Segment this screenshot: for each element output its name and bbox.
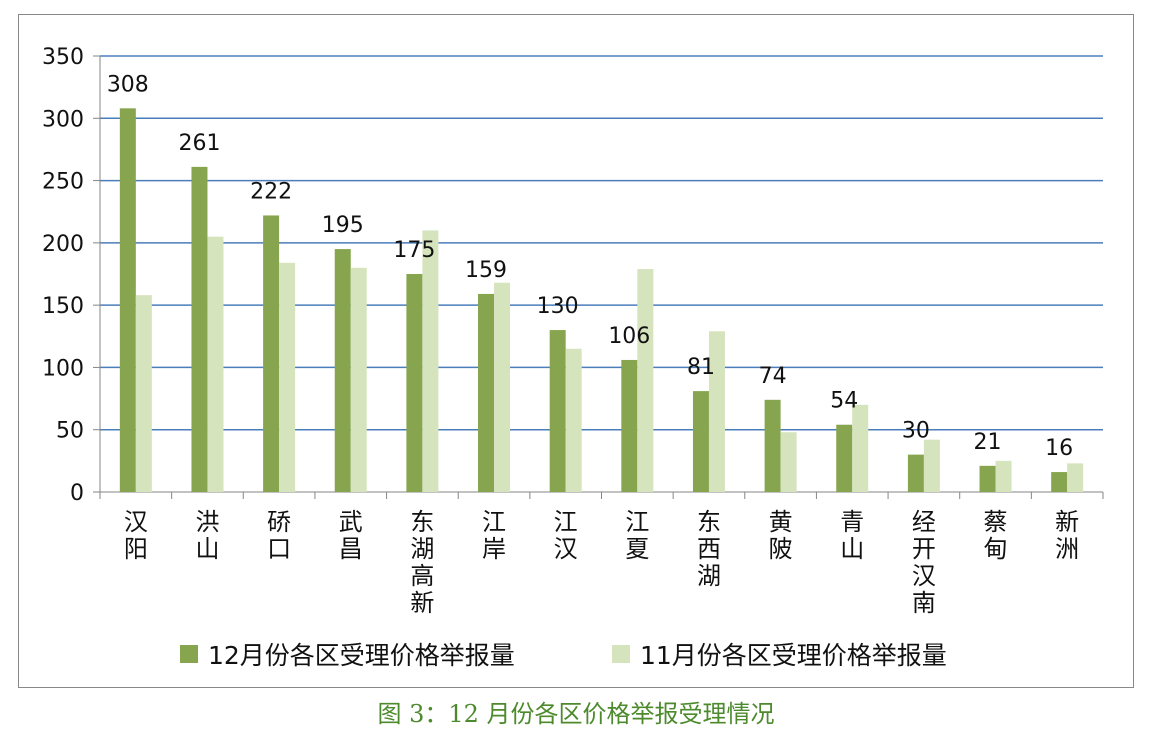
data-label: 106	[608, 324, 650, 349]
x-tick-label: 汉	[124, 508, 148, 536]
y-tick-label: 200	[42, 232, 84, 257]
bar-nov	[279, 262, 296, 492]
data-label: 130	[537, 294, 579, 319]
data-label: 81	[687, 355, 715, 380]
legend-item-nov: 11月份各区受理价格举报量	[612, 636, 947, 672]
legend-label-nov: 11月份各区受理价格举报量	[640, 641, 947, 670]
x-tick-label: 江	[625, 508, 649, 536]
x-tick-label: 汉	[912, 562, 936, 590]
x-tick-label: 硚	[267, 508, 291, 536]
bar-nov	[207, 236, 224, 492]
x-tick-label: 湖	[697, 562, 721, 590]
x-tick-label: 蔡	[984, 508, 1008, 536]
bar-nov	[422, 230, 439, 492]
legend-swatch-nov	[612, 645, 630, 663]
x-tick-label: 湖	[410, 535, 434, 563]
bar-nov	[637, 269, 654, 492]
x-tick-label: 南	[912, 589, 936, 617]
data-label: 159	[465, 258, 507, 283]
y-tick-label: 50	[56, 419, 84, 444]
y-tick-label: 0	[70, 481, 84, 506]
y-tick-label: 100	[42, 356, 84, 381]
bar-dec	[263, 215, 280, 493]
x-tick-label: 洪	[195, 508, 219, 536]
x-tick-label: 汉	[554, 535, 578, 563]
bar-dec	[621, 359, 638, 492]
bar-dec	[1051, 472, 1068, 492]
x-tick-label: 江	[554, 508, 578, 536]
data-label: 16	[1045, 436, 1073, 461]
data-label: 195	[322, 213, 364, 238]
x-tick-label: 西	[697, 535, 721, 563]
x-tick-label: 夏	[625, 535, 649, 563]
x-tick-label: 新	[1055, 508, 1079, 536]
bar-dec	[406, 274, 423, 492]
x-tick-label: 阳	[124, 535, 148, 563]
x-tick-label: 青	[840, 508, 864, 536]
bar-dec	[191, 166, 208, 492]
bar-dec	[478, 293, 495, 492]
bar-nov	[708, 331, 725, 492]
x-tick-label: 武	[339, 508, 363, 536]
bar-dec	[764, 399, 781, 492]
x-tick-label: 高	[410, 562, 434, 590]
bar-dec	[979, 465, 996, 492]
x-tick-label: 东	[697, 508, 721, 536]
data-label: 261	[178, 131, 220, 156]
bar-nov	[995, 460, 1012, 492]
data-label: 308	[107, 72, 149, 97]
bar-nov	[494, 282, 511, 492]
legend-swatch-dec	[180, 645, 198, 663]
data-label: 74	[759, 364, 787, 389]
y-tick-label: 300	[42, 107, 84, 132]
x-tick-label: 岸	[482, 535, 506, 563]
bar-nov	[923, 439, 940, 492]
x-tick-label: 经	[912, 508, 936, 536]
bar-dec	[549, 330, 566, 492]
x-tick-label: 口	[267, 535, 291, 563]
data-label: 21	[974, 430, 1002, 455]
bar-nov	[565, 348, 582, 492]
x-tick-label: 开	[912, 535, 936, 563]
x-tick-label: 山	[195, 535, 219, 563]
x-tick-label: 东	[410, 508, 434, 536]
data-label: 30	[902, 419, 930, 444]
x-tick-label: 黄	[769, 508, 793, 536]
y-tick-label: 150	[42, 294, 84, 319]
data-label: 54	[830, 389, 858, 414]
bar-dec	[692, 391, 709, 492]
figure-caption: 图 3：12 月份各区价格举报受理情况	[377, 700, 775, 728]
bar-dec	[119, 108, 136, 492]
x-tick-label: 洲	[1055, 535, 1079, 563]
data-label: 222	[250, 179, 292, 204]
x-tick-label: 昌	[339, 535, 363, 563]
data-label: 175	[393, 238, 435, 263]
y-tick-label: 350	[42, 45, 84, 70]
bar-nov	[350, 267, 367, 492]
bar-nov	[1067, 463, 1084, 492]
bar-dec	[907, 454, 924, 492]
x-tick-label: 甸	[984, 535, 1008, 563]
x-tick-label: 山	[840, 535, 864, 563]
legend-label-dec: 12月份各区受理价格举报量	[208, 641, 515, 670]
x-tick-label: 新	[410, 589, 434, 617]
bar-nov	[780, 432, 797, 492]
x-tick-label: 江	[482, 508, 506, 536]
y-tick-label: 250	[42, 170, 84, 195]
bar-nov	[135, 295, 152, 492]
legend-item-dec: 12月份各区受理价格举报量	[180, 636, 515, 672]
x-tick-label: 陂	[769, 535, 793, 563]
bar-dec	[334, 249, 351, 492]
bar-dec	[836, 424, 853, 492]
bar-nov	[852, 404, 869, 492]
